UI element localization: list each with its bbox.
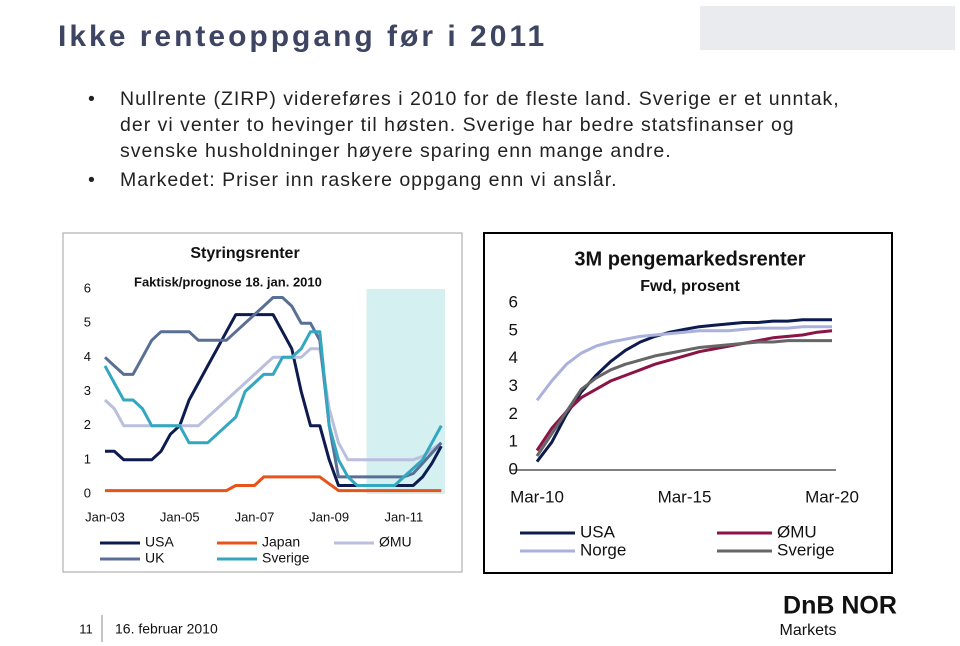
logo-name: DnB NOR xyxy=(783,592,897,620)
legend-label: USA xyxy=(580,522,616,541)
bullet-list: Nullrente (ZIRP) videreføres i 2010 for … xyxy=(88,86,848,196)
y-tick-label: 5 xyxy=(84,315,91,330)
chart-subtitle: Fwd, prosent xyxy=(640,278,740,295)
y-tick-label: 6 xyxy=(509,292,518,311)
x-tick-label: Jan-03 xyxy=(85,509,125,524)
y-tick-label: 2 xyxy=(84,417,91,432)
legend-label: Sverige xyxy=(262,550,310,566)
y-tick-label: 3 xyxy=(84,383,91,398)
x-tick-label: Jan-07 xyxy=(235,509,275,524)
series-line xyxy=(103,296,443,479)
legend-label: Norge xyxy=(580,540,626,559)
y-tick-label: 2 xyxy=(509,404,518,423)
series-line xyxy=(535,325,832,402)
x-tick-label: Mar-10 xyxy=(510,487,564,506)
x-tick-label: Jan-09 xyxy=(309,509,349,524)
slide-title: Ikke renteoppgang før i 2011 xyxy=(58,20,548,53)
chart-title: Styringsrenter xyxy=(190,245,299,262)
series-line xyxy=(103,330,443,487)
x-tick-label: Jan-05 xyxy=(160,509,200,524)
y-tick-label: 4 xyxy=(509,348,518,367)
legend-label: Sverige xyxy=(777,540,835,559)
legend-label: UK xyxy=(145,550,165,566)
y-tick-label: 0 xyxy=(84,485,91,500)
y-tick-label: 3 xyxy=(509,376,518,395)
legend-label: ØMU xyxy=(777,522,817,541)
footer-date: 16. februar 2010 xyxy=(115,621,218,637)
left-chart-frame xyxy=(62,232,463,573)
chart-subtitle: Faktisk/prognose 18. jan. 2010 xyxy=(134,274,322,289)
series-line xyxy=(535,339,832,457)
legend-label: Japan xyxy=(262,534,300,550)
right-chart-frame xyxy=(483,232,893,574)
bullet: Nullrente (ZIRP) videreføres i 2010 for … xyxy=(88,86,848,164)
legend-label: ØMU xyxy=(379,534,412,550)
x-tick-label: Mar-20 xyxy=(805,487,859,506)
series-line xyxy=(105,475,442,493)
x-tick-label: Mar-15 xyxy=(658,487,712,506)
bullet: Markedet: Priser inn raskere oppgang enn… xyxy=(88,167,848,193)
y-tick-label: 6 xyxy=(84,280,91,295)
page-number: 11 xyxy=(79,621,93,636)
y-tick-label: 4 xyxy=(84,349,91,364)
y-tick-label: 0 xyxy=(509,459,518,478)
y-tick-label: 1 xyxy=(509,432,518,451)
legend-label: USA xyxy=(145,534,174,550)
y-tick-label: 1 xyxy=(84,451,91,466)
series-line xyxy=(535,329,833,452)
logo-sub: Markets xyxy=(780,622,837,639)
header-image xyxy=(700,6,955,50)
x-tick-label: Jan-11 xyxy=(385,509,424,524)
chart-title: 3M pengemarkedsrenter xyxy=(574,248,805,270)
y-tick-label: 5 xyxy=(509,320,518,339)
